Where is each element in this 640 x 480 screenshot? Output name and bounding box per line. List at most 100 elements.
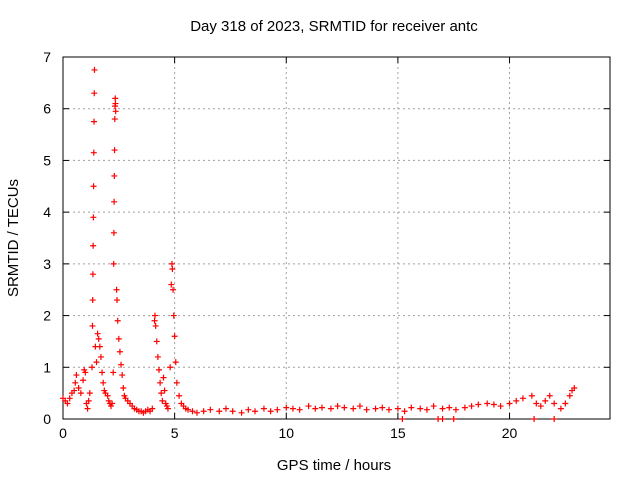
data-point	[119, 372, 126, 379]
data-point	[90, 214, 97, 221]
data-point	[116, 348, 123, 355]
data-point	[417, 405, 424, 412]
data-point	[111, 172, 118, 179]
data-point	[171, 333, 178, 340]
x-tick-label: 0	[59, 425, 67, 441]
data-point	[475, 401, 482, 408]
data-point	[439, 416, 446, 422]
data-point	[252, 408, 259, 415]
data-point	[461, 404, 468, 411]
data-point	[528, 392, 535, 399]
data-point	[86, 390, 93, 397]
data-point	[468, 403, 475, 410]
data-point	[260, 405, 267, 412]
data-point	[91, 90, 98, 97]
data-point	[96, 343, 103, 350]
data-point	[160, 374, 167, 381]
data-point	[245, 406, 252, 413]
data-point	[356, 403, 363, 410]
x-tick-label: 5	[171, 425, 179, 441]
data-point	[158, 390, 165, 397]
data-point	[151, 317, 158, 324]
data-point	[84, 405, 91, 412]
data-point	[115, 335, 122, 342]
data-point	[372, 405, 379, 412]
data-point	[90, 183, 97, 190]
data-point	[89, 364, 96, 371]
data-point	[91, 118, 98, 125]
data-point	[154, 353, 161, 360]
data-point	[168, 281, 175, 288]
data-point	[533, 400, 540, 407]
data-point	[531, 416, 538, 422]
data-point	[113, 286, 120, 293]
data-point	[80, 377, 87, 384]
data-point	[318, 404, 325, 411]
chart-title: Day 318 of 2023, SRMTID for receiver ant…	[190, 18, 478, 35]
data-point	[229, 408, 236, 415]
data-point	[112, 108, 119, 115]
data-point	[207, 406, 214, 413]
data-point	[513, 397, 520, 404]
x-tick-label: 15	[390, 425, 406, 441]
data-point	[97, 353, 104, 360]
data-point	[73, 372, 80, 379]
y-tick-label: 3	[43, 256, 51, 272]
data-point	[401, 408, 408, 415]
data-point	[423, 406, 430, 413]
data-point	[172, 359, 179, 366]
grid-lines	[63, 57, 610, 419]
x-tick-label: 10	[278, 425, 294, 441]
data-point	[542, 397, 549, 404]
data-point	[305, 403, 312, 410]
data-point	[114, 317, 121, 324]
data-point	[89, 322, 96, 329]
y-tick-label: 1	[43, 359, 51, 375]
data-points	[60, 66, 578, 422]
data-point	[72, 379, 79, 386]
data-point	[222, 405, 229, 412]
data-point	[157, 379, 164, 386]
data-point	[173, 379, 180, 386]
data-point	[296, 406, 303, 413]
data-point	[408, 404, 415, 411]
data-point	[120, 384, 127, 391]
y-tick-label: 0	[43, 411, 51, 427]
data-point	[100, 379, 107, 386]
data-point	[110, 229, 117, 236]
plot-frame	[62, 56, 611, 420]
data-point	[112, 95, 119, 102]
data-point	[66, 395, 73, 402]
data-point	[506, 400, 513, 407]
data-point	[159, 397, 166, 404]
data-point	[64, 400, 71, 407]
data-point	[149, 405, 156, 412]
data-point	[341, 404, 348, 411]
data-point	[176, 392, 183, 399]
data-point	[161, 387, 168, 394]
y-tick-label: 6	[43, 101, 51, 117]
data-point	[90, 149, 97, 156]
data-point	[169, 266, 176, 273]
data-point	[109, 400, 116, 407]
data-point	[185, 406, 192, 413]
data-point	[104, 392, 111, 399]
data-point	[484, 400, 491, 407]
data-point	[551, 416, 558, 422]
data-point	[82, 369, 89, 376]
data-point	[91, 66, 98, 73]
data-point	[394, 405, 401, 412]
x-tick-label: 20	[502, 425, 518, 441]
data-point	[430, 403, 437, 410]
data-point	[111, 147, 118, 154]
data-point	[283, 404, 290, 411]
data-point	[571, 384, 578, 391]
data-point	[379, 404, 386, 411]
x-axis-label: GPS time / hours	[277, 457, 391, 474]
data-point	[75, 384, 82, 391]
data-point	[189, 408, 196, 415]
data-point	[327, 405, 334, 412]
data-point	[399, 416, 406, 422]
y-axis-label: SRMTID / TECUs	[5, 179, 22, 297]
data-point	[89, 271, 96, 278]
